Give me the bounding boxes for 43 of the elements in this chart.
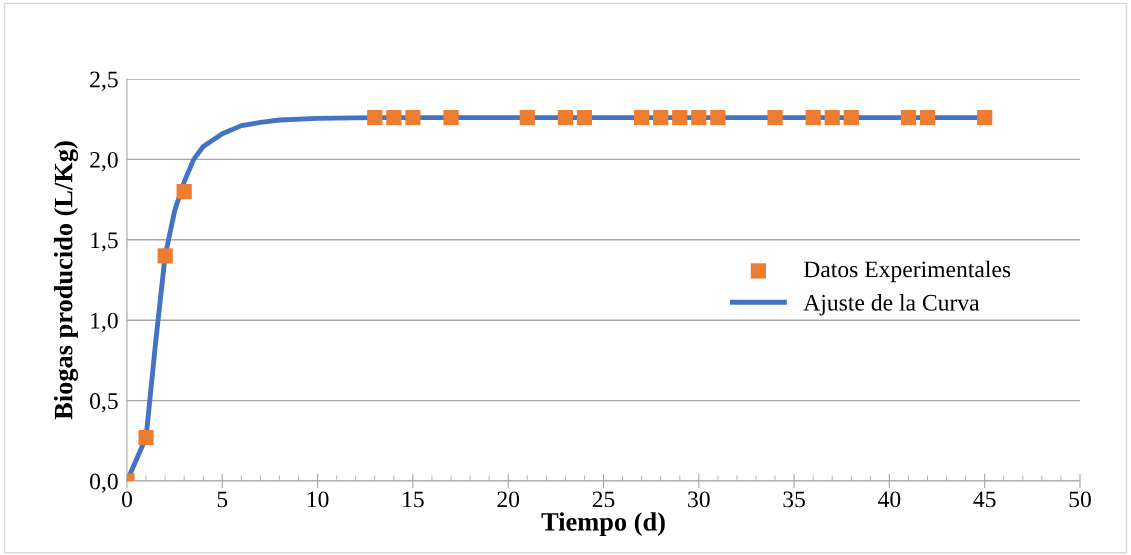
y-tick-label: 2,0 bbox=[90, 151, 118, 172]
x-tick-label: 25 bbox=[592, 491, 615, 508]
point bbox=[386, 109, 402, 126]
legend-label: Datos Experimentales bbox=[803, 260, 1011, 283]
y-tick-label: 1,5 bbox=[91, 232, 118, 252]
point bbox=[900, 109, 917, 126]
point bbox=[653, 109, 669, 126]
y-tick-label: 0,5 bbox=[90, 393, 118, 413]
y-axis-title: Biogas producido (L/Kg) bbox=[53, 141, 79, 420]
x-tick-label: 50 bbox=[1069, 491, 1091, 508]
point bbox=[176, 183, 192, 200]
x-tick-label: 45 bbox=[973, 491, 996, 508]
y-tick-label: 0,0 bbox=[90, 473, 118, 493]
point bbox=[919, 109, 936, 126]
point bbox=[634, 109, 650, 126]
x-tick-label: 35 bbox=[783, 491, 805, 508]
point bbox=[691, 109, 707, 126]
x-tick-label: 40 bbox=[878, 491, 901, 508]
point bbox=[557, 109, 573, 126]
point bbox=[977, 109, 993, 126]
point bbox=[443, 109, 459, 126]
point bbox=[805, 109, 821, 126]
point bbox=[767, 109, 783, 126]
point bbox=[519, 109, 535, 126]
point bbox=[672, 109, 688, 126]
x-tick-label: 10 bbox=[307, 491, 329, 508]
x-tick-label: 5 bbox=[217, 491, 228, 508]
point bbox=[710, 109, 726, 126]
point bbox=[843, 109, 859, 126]
point bbox=[138, 429, 154, 446]
point bbox=[367, 109, 383, 126]
x-tick-label: 20 bbox=[497, 491, 520, 508]
legend-label: Ajuste de la Curva bbox=[803, 294, 980, 316]
x-axis-title: Tiempo (d) bbox=[541, 512, 665, 537]
y-tick-label: 2,5 bbox=[90, 71, 118, 91]
x-tick-label: 0 bbox=[122, 491, 132, 508]
x-tick-label: 30 bbox=[688, 491, 710, 508]
point bbox=[405, 109, 421, 126]
y-tick-label: 1,0 bbox=[91, 312, 118, 333]
x-tick-label: 15 bbox=[403, 491, 424, 508]
point bbox=[576, 109, 593, 126]
point bbox=[824, 109, 840, 126]
point bbox=[157, 248, 173, 264]
